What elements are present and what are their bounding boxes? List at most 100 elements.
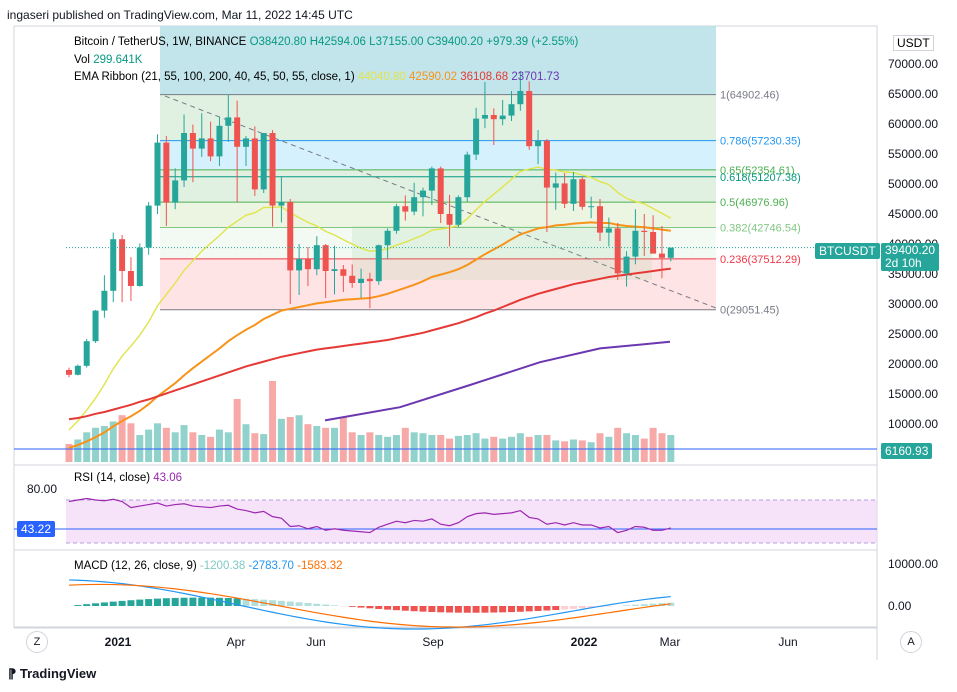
- rsi-legend: RSI (14, close) 43.06: [74, 472, 182, 484]
- macd-line-value: -2783.70: [248, 560, 294, 572]
- macd-hist-bar: [366, 606, 374, 609]
- volume-bar: [587, 442, 595, 462]
- macd-hist-bar: [481, 606, 489, 613]
- macd-hist-bar: [180, 597, 188, 606]
- volume-tag: 6160.93: [881, 443, 933, 459]
- fib-level-label: 0.5(46976.96): [720, 197, 789, 209]
- candle-body: [490, 115, 497, 120]
- fib-level-label: 0.382(42746.54): [720, 223, 801, 235]
- candle-body: [154, 142, 161, 206]
- volume-bar: [242, 424, 250, 462]
- volume-bar: [118, 415, 126, 462]
- candle-body: [119, 239, 126, 271]
- macd-hist-bar: [384, 606, 392, 610]
- candle-body: [358, 278, 365, 283]
- price-tick-label: 15000.00: [888, 387, 938, 401]
- rsi-band: [66, 500, 877, 543]
- macd-hist-bar: [251, 599, 259, 606]
- ema-label: EMA Ribbon (21, 55, 100, 200, 40, 45, 50…: [74, 71, 355, 83]
- volume-bar: [322, 427, 330, 462]
- volume-bar: [224, 432, 232, 462]
- volume-bar: [419, 433, 427, 462]
- macd-signal-value: -1583.32: [297, 560, 343, 572]
- volume-bar: [233, 399, 241, 462]
- candle-body: [605, 228, 612, 233]
- volume-bar: [313, 426, 321, 462]
- candle-body: [667, 247, 674, 258]
- candle-body: [83, 341, 90, 366]
- volume-bar: [569, 439, 577, 462]
- currency-button[interactable]: USDT: [893, 35, 934, 51]
- macd-hist-bar: [295, 602, 303, 606]
- volume-bar: [516, 433, 524, 462]
- macd-hist-bar: [348, 606, 356, 607]
- volume-bar: [578, 440, 586, 462]
- timezone-button[interactable]: Z: [26, 631, 48, 653]
- volume-bar: [65, 444, 73, 462]
- auto-scale-button[interactable]: A: [900, 631, 922, 653]
- candle-body: [570, 179, 577, 204]
- macd-hist-bar: [322, 604, 330, 606]
- candle-body: [225, 117, 232, 126]
- macd-level-zero: 0.00: [888, 599, 912, 613]
- candle-body: [455, 197, 462, 225]
- macd-hist-bar: [463, 606, 471, 613]
- candle-body: [499, 115, 506, 120]
- macd-hist-bar: [357, 606, 365, 608]
- volume-bar: [260, 434, 268, 462]
- fib-level-label: 0.786(57230.35): [720, 136, 801, 148]
- candle-body: [278, 202, 285, 206]
- volume-bar: [171, 432, 179, 462]
- volume-bar: [331, 427, 338, 462]
- candle-body: [508, 104, 515, 116]
- price-tick-label: 20000.00: [888, 357, 938, 371]
- vol-label: Vol: [74, 54, 90, 66]
- candle-body: [66, 370, 72, 375]
- volume-bar: [348, 432, 356, 462]
- candle-body: [402, 206, 409, 212]
- candle-body: [411, 197, 418, 212]
- fib-level-label: 0.65(52354.61): [720, 165, 795, 177]
- candle-body: [145, 205, 152, 248]
- candle-body: [614, 228, 621, 274]
- macd-hist-bar: [623, 605, 631, 606]
- fib-zone: [160, 227, 716, 259]
- fib-level-label: 0(29051.45): [720, 305, 779, 317]
- ohlc-change: +979.39 (+2.55%): [486, 36, 579, 48]
- candle-body: [322, 245, 329, 271]
- ema21-line: [68, 166, 672, 431]
- volume-bar: [251, 433, 259, 462]
- candle-body: [446, 214, 453, 225]
- macd-hist-bar: [286, 601, 294, 606]
- macd-hist-bar: [162, 598, 170, 606]
- volume-bar: [269, 381, 277, 462]
- macd-hist-bar: [304, 602, 312, 606]
- volume-bar: [499, 438, 507, 462]
- volume-bar: [277, 418, 285, 462]
- candle-body: [473, 118, 480, 155]
- price-tick-label: 45000.00: [888, 207, 938, 221]
- volume-bar: [304, 424, 312, 462]
- macd-hist-bar: [109, 601, 117, 606]
- macd-label: MACD (12, 26, close, 9): [74, 560, 197, 572]
- candle-body: [313, 245, 320, 270]
- macd-hist-bar: [534, 606, 542, 611]
- candle-body: [74, 365, 81, 375]
- fib-level-label: 0.236(37512.29): [720, 254, 801, 266]
- candle-body: [579, 179, 586, 207]
- macd-line: [68, 579, 671, 630]
- brand-footer: ⁋ TradingView: [8, 666, 96, 682]
- candle-body: [526, 91, 533, 147]
- macd-hist-bar: [587, 606, 595, 608]
- ema-value-2: 42590.02: [409, 71, 457, 83]
- macd-hist-bar: [269, 600, 277, 606]
- time-tick-label: 2021: [105, 635, 132, 649]
- macd-hist-bar: [74, 605, 82, 606]
- volume-bar: [286, 417, 294, 462]
- candle-body: [481, 115, 488, 119]
- candle-body: [181, 133, 188, 181]
- candle-body: [375, 245, 382, 282]
- volume-bar: [410, 432, 418, 462]
- volume-bar: [472, 433, 480, 462]
